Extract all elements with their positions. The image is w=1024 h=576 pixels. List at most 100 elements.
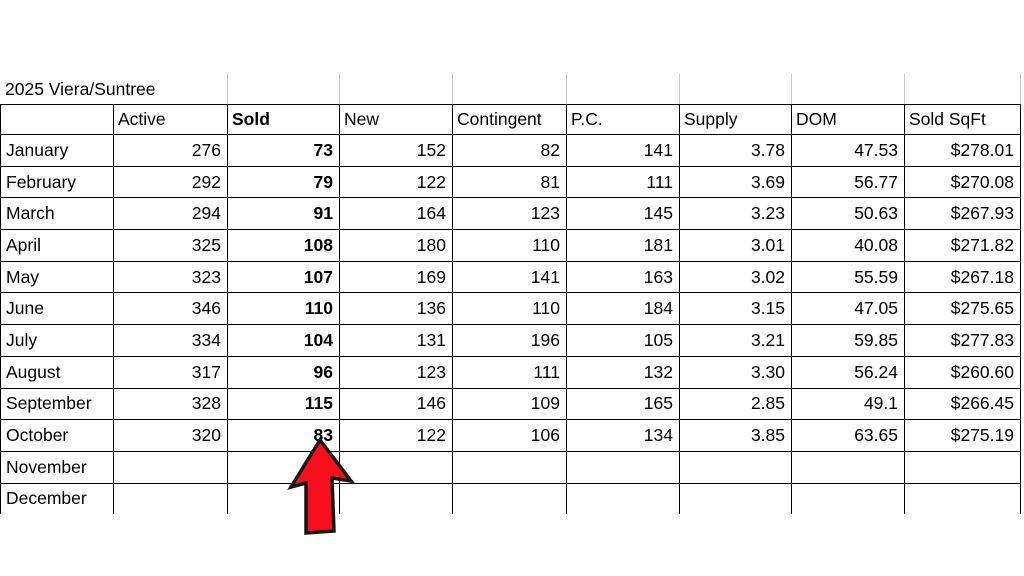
table-body: January 276 73 152 82 141 3.78 47.53 $278.01 Febr…	[0, 134, 1021, 515]
cell-supply: 3.21	[679, 324, 792, 357]
table-row-february: February 292 79 122 81 111 3.69 56.77 $270.08	[0, 165, 1021, 199]
cell-new: 152	[339, 134, 453, 167]
cell-sold: 107	[227, 260, 340, 294]
page-title: 2025 Viera/Suntree	[5, 79, 156, 99]
cell-dom: 56.24	[791, 355, 905, 389]
cell-sold-sqft: $271.82	[904, 229, 1021, 262]
cell-dom: 56.77	[791, 165, 905, 199]
red-up-arrow	[285, 436, 357, 539]
cell-month: September	[0, 387, 114, 421]
cell-new	[339, 482, 453, 515]
cell-dom: 50.63	[791, 197, 905, 231]
cell-sold: 79	[227, 165, 340, 199]
gridline	[1020, 74, 1021, 104]
cell-active	[113, 450, 228, 484]
cell-supply	[679, 450, 792, 484]
cell-supply: 3.01	[679, 229, 792, 262]
cell-active: 325	[113, 229, 228, 262]
cell-month: May	[0, 260, 114, 294]
cell-new: 164	[339, 197, 453, 231]
col-header-month	[0, 104, 114, 135]
gridline	[227, 74, 228, 104]
cell-contingent: 123	[452, 197, 567, 231]
table-row-december: December	[0, 482, 1021, 515]
cell-month: November	[0, 450, 114, 484]
table-row-may: May 323 107 169 141 163 3.02 55.59 $267.18	[0, 260, 1021, 294]
cell-pc: 165	[566, 387, 680, 421]
table-row-september: September 328 115 146 109 165 2.85 49.1 $266.45	[0, 387, 1021, 421]
cell-month: March	[0, 197, 114, 231]
table-row-august: August 317 96 123 111 132 3.30 56.24 $260.60	[0, 355, 1021, 389]
col-header-sold-sqft: Sold SqFt	[904, 104, 1021, 135]
cell-month: August	[0, 355, 114, 389]
cell-new: 122	[339, 165, 453, 199]
gridline	[452, 74, 453, 104]
table-row-october: October 320 83 122 106 134 3.85 63.65 $275.19	[0, 419, 1021, 452]
cell-supply: 3.69	[679, 165, 792, 199]
cell-sold-sqft: $266.45	[904, 387, 1021, 421]
cell-pc	[566, 482, 680, 515]
cell-sold-sqft: $275.65	[904, 292, 1021, 326]
cell-contingent: 110	[452, 229, 567, 262]
cell-sold: 73	[227, 134, 340, 167]
table-row-november: November	[0, 450, 1021, 484]
cell-dom	[791, 450, 905, 484]
cell-active: 323	[113, 260, 228, 294]
cell-active: 328	[113, 387, 228, 421]
cell-dom: 47.05	[791, 292, 905, 326]
col-header-supply: Supply	[679, 104, 792, 135]
gridline	[904, 74, 905, 104]
cell-contingent: 196	[452, 324, 567, 357]
cell-supply: 3.02	[679, 260, 792, 294]
table-row-april: April 325 108 180 110 181 3.01 40.08 $271.82	[0, 229, 1021, 262]
cell-month: October	[0, 419, 114, 452]
cell-contingent: 82	[452, 134, 567, 167]
table-row-june: June 346 110 136 110 184 3.15 47.05 $275.65	[0, 292, 1021, 326]
cell-active: 292	[113, 165, 228, 199]
cell-dom: 47.53	[791, 134, 905, 167]
cell-supply: 3.85	[679, 419, 792, 452]
header-row: Active Sold New Contingent P.C. Supply DOM Sold…	[0, 104, 1021, 135]
cell-sold-sqft: $267.93	[904, 197, 1021, 231]
table-row-january: January 276 73 152 82 141 3.78 47.53 $278.01	[0, 134, 1021, 167]
cell-new: 146	[339, 387, 453, 421]
cell-active: 320	[113, 419, 228, 452]
cell-sold-sqft: $275.19	[904, 419, 1021, 452]
col-header-dom: DOM	[791, 104, 905, 135]
gridline	[791, 74, 792, 104]
red-up-arrow-shape	[287, 436, 356, 535]
cell-pc: 132	[566, 355, 680, 389]
cell-new: 169	[339, 260, 453, 294]
cell-pc: 181	[566, 229, 680, 262]
cell-month: December	[0, 482, 114, 515]
cell-month: February	[0, 165, 114, 199]
cell-month: January	[0, 134, 114, 167]
cell-new: 180	[339, 229, 453, 262]
cell-sold-sqft: $278.01	[904, 134, 1021, 167]
cell-sold-sqft: $277.83	[904, 324, 1021, 357]
cell-supply	[679, 482, 792, 515]
cell-active: 294	[113, 197, 228, 231]
col-header-active: Active	[113, 104, 228, 135]
col-header-pc: P.C.	[566, 104, 680, 135]
cell-pc: 163	[566, 260, 680, 294]
col-header-new: New	[339, 104, 453, 135]
cell-contingent	[452, 482, 567, 515]
cell-pc: 105	[566, 324, 680, 357]
cell-contingent: 106	[452, 419, 567, 452]
cell-sold-sqft	[904, 482, 1021, 515]
cell-sold: 91	[227, 197, 340, 231]
cell-sold-sqft	[904, 450, 1021, 484]
cell-month: June	[0, 292, 114, 326]
gridline	[566, 74, 567, 104]
cell-active: 276	[113, 134, 228, 167]
cell-contingent: 81	[452, 165, 567, 199]
cell-new: 123	[339, 355, 453, 389]
cell-dom: 49.1	[791, 387, 905, 421]
table-row-march: March 294 91 164 123 145 3.23 50.63 $267.93	[0, 197, 1021, 231]
cell-sold: 96	[227, 355, 340, 389]
cell-dom: 40.08	[791, 229, 905, 262]
table-row-july: July 334 104 131 196 105 3.21 59.85 $277.83	[0, 324, 1021, 357]
gridline	[679, 74, 680, 104]
